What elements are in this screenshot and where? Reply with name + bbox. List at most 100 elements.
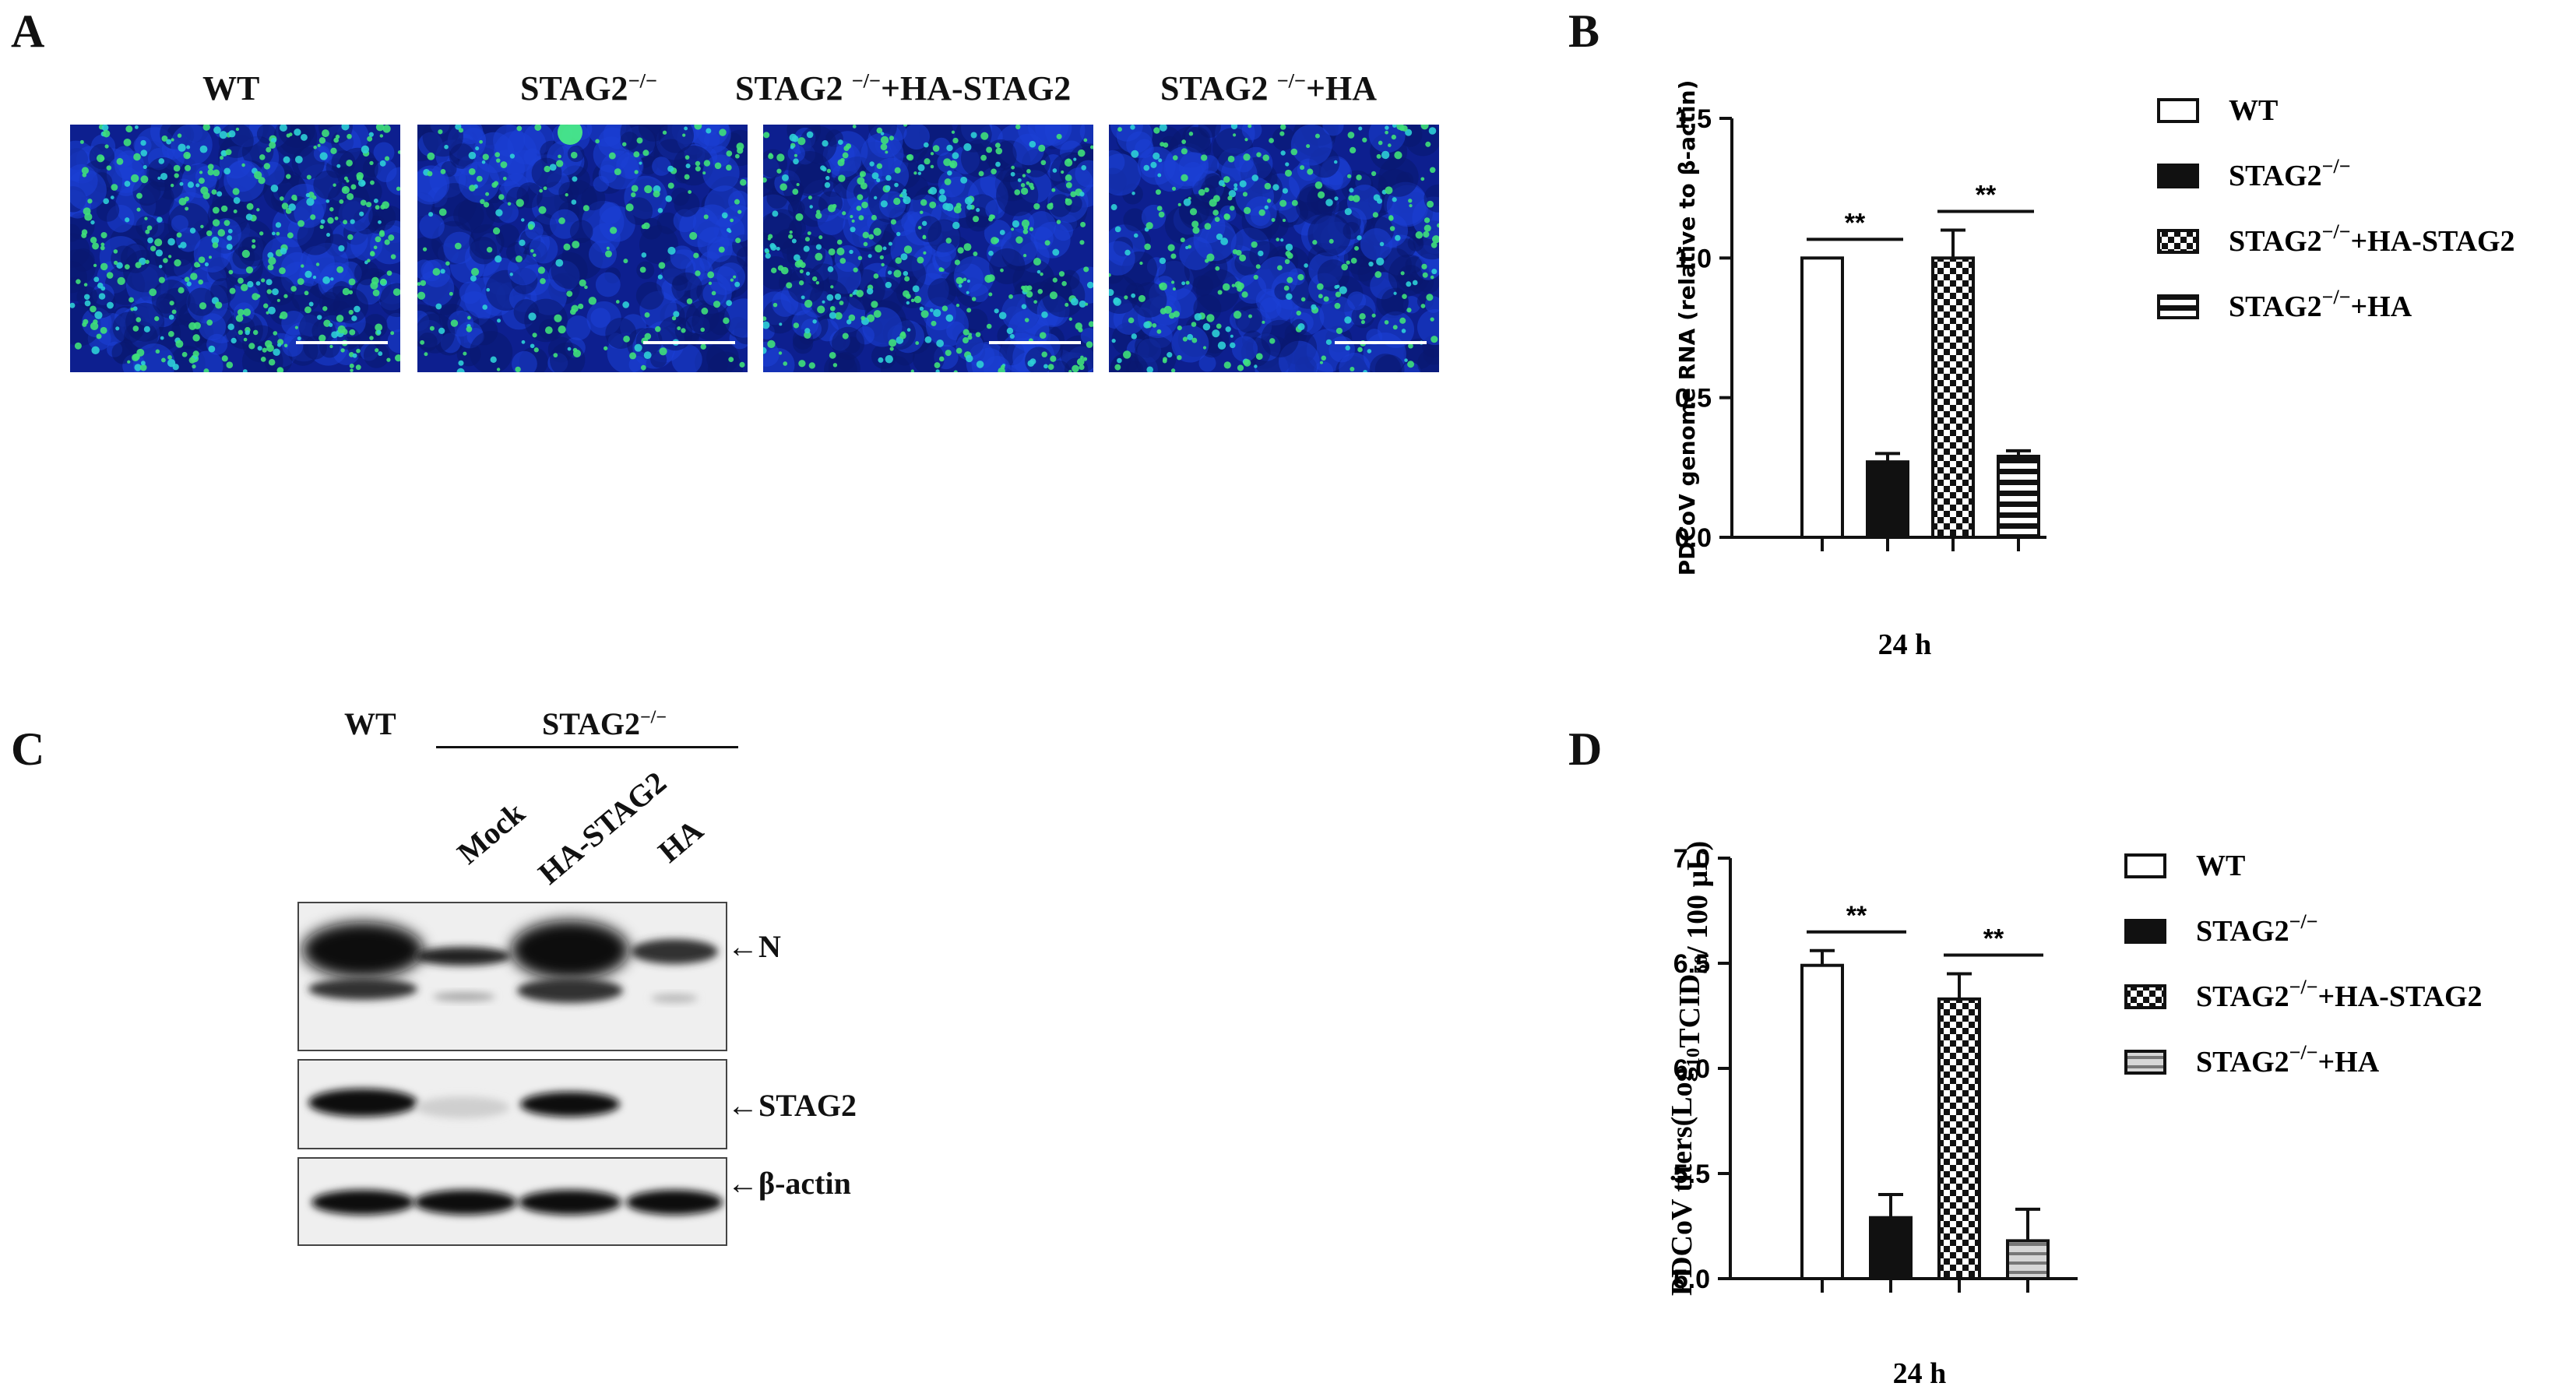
infected-cell <box>1008 294 1013 299</box>
infected-cell <box>1282 188 1289 194</box>
infected-cell <box>229 287 236 294</box>
nucleus-blob <box>723 298 748 338</box>
infected-cell <box>1156 206 1163 211</box>
infected-cell <box>571 199 577 205</box>
nucleus-blob <box>581 186 606 211</box>
infected-cell <box>370 251 375 255</box>
infected-cell <box>1079 364 1085 371</box>
infected-cell <box>942 202 950 210</box>
infected-cell <box>1026 181 1030 185</box>
infected-cell <box>899 332 906 340</box>
infected-cell <box>1420 304 1426 308</box>
infected-cell <box>251 244 256 249</box>
infected-cell <box>497 318 501 323</box>
infected-cell <box>978 171 984 177</box>
infected-cell <box>871 301 878 308</box>
infected-cell <box>1029 227 1034 231</box>
infected-cell <box>791 238 797 244</box>
infected-cell <box>899 194 903 198</box>
infected-cell <box>871 172 879 180</box>
infected-cell <box>1065 302 1069 307</box>
infected-cell <box>110 195 114 199</box>
infected-cell <box>347 133 352 139</box>
infected-cell <box>507 202 512 206</box>
nucleus-blob <box>1080 327 1093 345</box>
infected-cell <box>329 344 333 349</box>
infected-cell <box>429 325 435 331</box>
infected-cell <box>317 315 322 320</box>
infected-cell <box>1430 275 1434 280</box>
infected-cell <box>294 155 303 164</box>
infected-cell <box>470 267 480 276</box>
infected-cell <box>378 351 383 357</box>
infected-cell <box>528 312 537 321</box>
infected-cell <box>657 274 663 280</box>
infected-cell <box>349 363 354 368</box>
infected-cell <box>1072 364 1079 372</box>
infected-cell <box>960 176 968 184</box>
infected-cell <box>206 230 213 237</box>
infected-cell <box>540 278 546 284</box>
infected-cell <box>1081 165 1087 171</box>
infected-cell <box>904 276 910 282</box>
infected-cell <box>1033 202 1040 210</box>
nucleus-blob <box>671 344 702 372</box>
infected-cell <box>1241 291 1248 298</box>
infected-cell <box>644 185 653 194</box>
infected-cell <box>1407 361 1415 368</box>
infected-cell <box>991 168 997 174</box>
infected-cell <box>1333 160 1338 164</box>
infected-cell <box>235 315 244 322</box>
infected-cell <box>208 345 216 353</box>
infected-cell <box>739 361 745 368</box>
infected-cell <box>521 218 525 222</box>
infected-cell <box>836 247 845 256</box>
infected-cell <box>1167 352 1173 358</box>
infected-cell <box>1225 326 1231 333</box>
infected-cell <box>868 234 875 240</box>
infected-cell <box>1181 139 1187 144</box>
infected-cell <box>1384 320 1389 325</box>
infected-cell <box>830 285 834 289</box>
infected-cell <box>1212 329 1220 338</box>
infected-cell <box>995 161 1001 167</box>
nucleus-blob <box>558 181 579 202</box>
nucleus-blob <box>1307 184 1339 216</box>
infected-cell <box>995 147 1003 155</box>
infected-cell <box>633 151 640 158</box>
nucleus-blob <box>1369 354 1402 372</box>
infected-cell <box>837 159 845 167</box>
infected-cell <box>188 357 195 364</box>
infected-cell <box>677 326 681 331</box>
infected-cell <box>1296 310 1301 316</box>
infected-cell <box>910 298 915 303</box>
legend-swatch-2 <box>2124 984 2166 1009</box>
infected-cell <box>212 242 219 248</box>
infected-cell <box>1192 227 1200 234</box>
infected-cell <box>1336 284 1340 289</box>
infected-cell <box>885 174 892 181</box>
infected-cell <box>922 234 926 238</box>
infected-cell <box>1109 273 1111 277</box>
infected-cell <box>1223 176 1230 183</box>
infected-cell <box>685 163 691 169</box>
infected-cell <box>355 364 361 371</box>
infected-cell <box>1354 245 1359 251</box>
sig-label: ** <box>1845 208 1866 238</box>
chart-b: 0.0 0.5 1.0 1.5 ** ** 24 h PDCoV genome RNA (re… <box>1674 80 2515 661</box>
infected-cell <box>1212 209 1219 216</box>
infected-cell <box>178 143 186 152</box>
infected-cell <box>905 294 911 299</box>
infected-cell <box>1049 291 1057 300</box>
infected-cell <box>329 322 333 327</box>
nucleus-blob <box>125 302 165 342</box>
infected-cell <box>490 356 497 363</box>
infected-cell <box>772 302 778 308</box>
infected-cell <box>347 234 354 241</box>
nucleus-blob <box>282 335 304 357</box>
infected-cell <box>889 135 894 141</box>
infected-cell <box>671 315 677 321</box>
infected-cell <box>1243 359 1251 367</box>
infected-cell <box>1085 302 1089 306</box>
infected-cell <box>1233 311 1242 319</box>
